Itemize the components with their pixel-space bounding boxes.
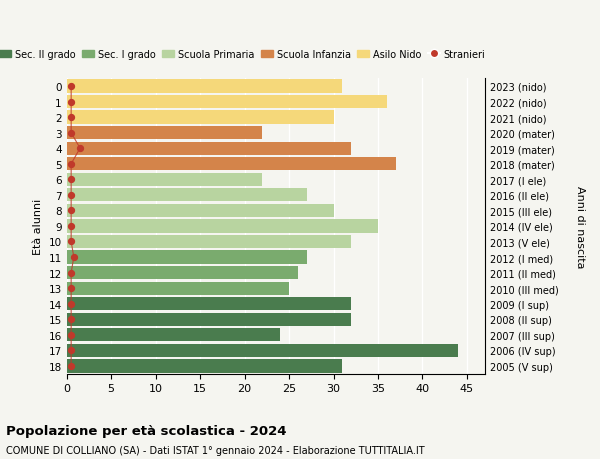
Bar bbox=[67, 142, 352, 156]
Point bbox=[67, 99, 76, 106]
Point bbox=[67, 223, 76, 230]
Point bbox=[67, 331, 76, 339]
Point bbox=[67, 238, 76, 246]
Point bbox=[67, 316, 76, 323]
Bar bbox=[67, 80, 343, 93]
Point bbox=[75, 145, 85, 152]
Bar bbox=[67, 127, 262, 140]
Point bbox=[67, 347, 76, 354]
Point bbox=[69, 254, 79, 261]
Bar bbox=[67, 204, 334, 218]
Bar bbox=[67, 95, 387, 109]
Point bbox=[67, 176, 76, 184]
Point bbox=[67, 192, 76, 199]
Point bbox=[67, 300, 76, 308]
Point bbox=[67, 129, 76, 137]
Bar bbox=[67, 266, 298, 280]
Bar bbox=[67, 329, 280, 341]
Bar bbox=[67, 189, 307, 202]
Bar bbox=[67, 359, 343, 373]
Bar bbox=[67, 158, 396, 171]
Y-axis label: Età alunni: Età alunni bbox=[33, 198, 43, 254]
Point bbox=[67, 161, 76, 168]
Bar bbox=[67, 313, 352, 326]
Text: Popolazione per età scolastica - 2024: Popolazione per età scolastica - 2024 bbox=[6, 425, 287, 437]
Point bbox=[67, 363, 76, 370]
Point bbox=[67, 114, 76, 122]
Bar bbox=[67, 174, 262, 186]
Bar bbox=[67, 297, 352, 311]
Y-axis label: Anni di nascita: Anni di nascita bbox=[575, 185, 585, 268]
Point bbox=[67, 285, 76, 292]
Bar bbox=[67, 235, 352, 249]
Text: COMUNE DI COLLIANO (SA) - Dati ISTAT 1° gennaio 2024 - Elaborazione TUTTITALIA.I: COMUNE DI COLLIANO (SA) - Dati ISTAT 1° … bbox=[6, 445, 425, 455]
Bar bbox=[67, 111, 334, 124]
Bar bbox=[67, 251, 307, 264]
Point bbox=[67, 269, 76, 277]
Bar bbox=[67, 282, 289, 295]
Point bbox=[67, 207, 76, 215]
Bar bbox=[67, 220, 378, 233]
Point bbox=[67, 83, 76, 90]
Bar bbox=[67, 344, 458, 357]
Legend: Sec. II grado, Sec. I grado, Scuola Primaria, Scuola Infanzia, Asilo Nido, Stran: Sec. II grado, Sec. I grado, Scuola Prim… bbox=[0, 45, 489, 63]
